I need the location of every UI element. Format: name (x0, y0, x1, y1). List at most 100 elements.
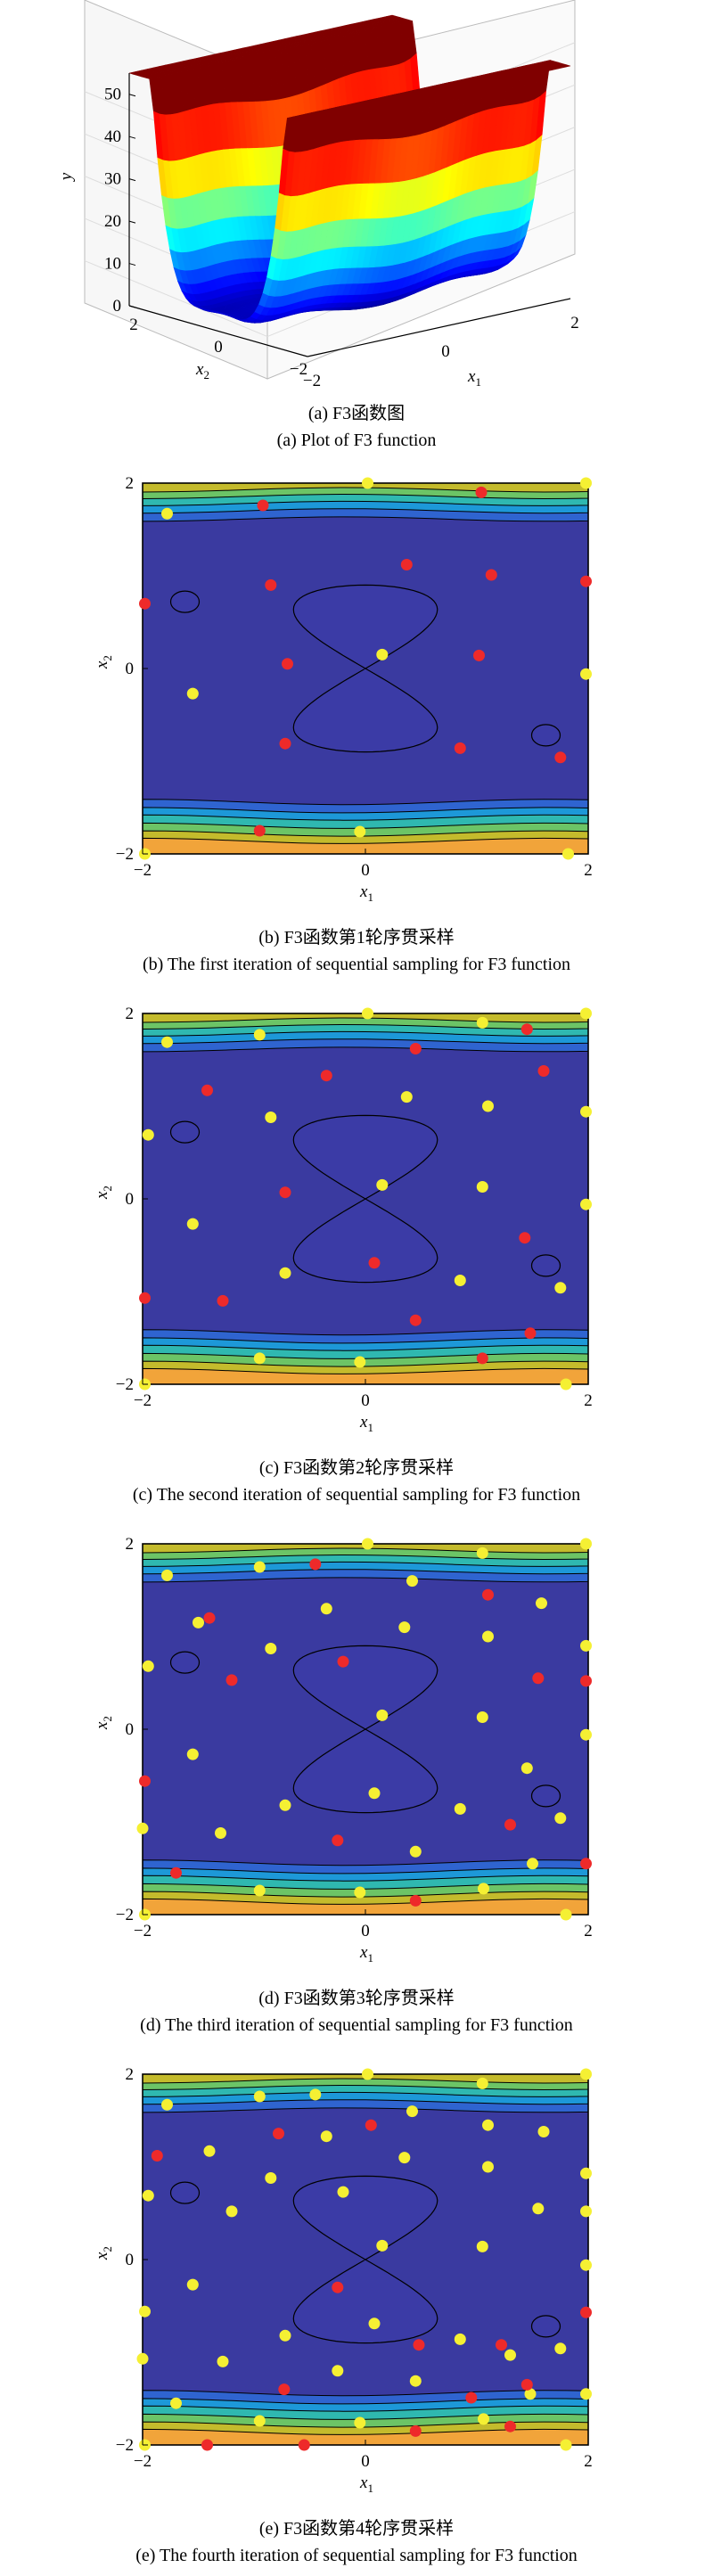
new-sample-point (201, 2439, 213, 2451)
existing-sample-point (537, 2126, 550, 2137)
caption-e-en: (e) The fourth iteration of sequential s… (135, 2546, 578, 2565)
existing-sample-point (217, 2355, 229, 2367)
existing-sample-point (225, 2205, 238, 2218)
x2-tick-label: 2 (129, 316, 138, 334)
existing-sample-point (504, 2349, 516, 2361)
existing-sample-point (368, 2318, 381, 2330)
existing-sample-point (136, 2352, 149, 2365)
new-sample-point (476, 1352, 488, 1365)
x-axis-label: x1 (359, 2473, 373, 2495)
existing-sample-point (203, 2145, 216, 2157)
x-tick-label: 2 (584, 1391, 593, 1410)
y-tick-label: −2 (116, 2436, 134, 2455)
existing-sample-point (265, 2172, 277, 2184)
existing-sample-point (142, 1128, 154, 1141)
existing-sample-point (320, 1603, 332, 1615)
caption-c-zh: (c) F3函数第2轮序贯采样 (259, 1457, 454, 1478)
existing-sample-point (161, 1036, 173, 1048)
z-tick-label: 40 (104, 127, 121, 146)
existing-sample-point (354, 1886, 366, 1899)
existing-sample-point (580, 477, 592, 489)
z-tick-label: 20 (104, 212, 121, 231)
new-sample-point (279, 1186, 291, 1199)
existing-sample-point (554, 1812, 567, 1825)
contour-band (143, 2428, 588, 2445)
y-tick-label: 2 (126, 1535, 135, 1554)
contour-loop (530, 1784, 561, 1808)
new-sample-point (554, 751, 567, 764)
contour-loop (169, 2181, 201, 2204)
existing-sample-point (253, 1029, 266, 1041)
existing-sample-point (376, 1178, 389, 1191)
existing-sample-point (476, 2077, 488, 2089)
existing-sample-point (253, 2415, 266, 2427)
x-tick-label: −2 (134, 1922, 152, 1940)
existing-sample-point (476, 1016, 488, 1029)
y-tick-label: 0 (126, 1720, 135, 1739)
existing-sample-point (398, 1621, 411, 1634)
existing-sample-point (279, 2329, 291, 2342)
axis-edge-x2 (128, 305, 308, 357)
existing-sample-point (527, 1858, 538, 1870)
new-sample-point (580, 1858, 592, 1870)
x-tick-label: 2 (584, 2452, 593, 2471)
new-sample-point (282, 658, 293, 670)
existing-sample-point (161, 507, 173, 520)
existing-sample-point (476, 2240, 488, 2252)
x2-tick-label: 0 (214, 338, 223, 357)
existing-sample-point (279, 1267, 291, 1279)
existing-sample-point (482, 2119, 494, 2131)
x-tick-label: −2 (134, 2452, 152, 2471)
contour-loop (530, 1254, 561, 1277)
new-sample-point (580, 575, 592, 587)
existing-sample-point (400, 1091, 413, 1103)
existing-sample-point (580, 1105, 592, 1118)
y-tick-label: 0 (126, 1190, 135, 1209)
new-sample-point (485, 569, 497, 581)
existing-sample-point (161, 2098, 173, 2111)
y-tick-label: −2 (116, 1906, 134, 1924)
contour-panel-e: −2 0 2 −2 0 2 x1 x2 (e) F3函数第4轮序贯采样 (e) The fourt… (93, 2065, 593, 2565)
y-tick-label: 2 (126, 2065, 135, 2084)
existing-sample-point (139, 2305, 151, 2318)
existing-sample-point (554, 2342, 567, 2355)
caption-d-zh: (d) F3函数第3轮序贯采样 (258, 1988, 454, 2008)
existing-sample-point (482, 2161, 494, 2173)
new-sample-point (203, 1612, 216, 1624)
caption-a-en: (a) Plot of F3 function (277, 431, 437, 450)
new-sample-point (225, 1674, 238, 1686)
contour-band (143, 1367, 588, 1384)
existing-sample-point (580, 1198, 592, 1210)
y-tick-label: −2 (116, 1375, 134, 1394)
y-axis-label: x2 (93, 1716, 114, 1730)
contour-loop (530, 2315, 561, 2338)
existing-sample-point (580, 1728, 592, 1741)
existing-sample-point (398, 2152, 411, 2164)
existing-sample-point (580, 1639, 592, 1652)
z-tick (128, 220, 136, 224)
existing-sample-point (454, 1802, 466, 1815)
existing-sample-point (580, 2259, 592, 2271)
contour-panel-b: −2 0 2 −2 0 2 x1 x2 (b) F3函数第1轮序贯采样 (b) The first… (93, 474, 593, 974)
new-sample-point (279, 737, 291, 750)
new-sample-point (365, 2119, 377, 2131)
contour-band (143, 837, 588, 854)
x1-axis-label: x1 (467, 367, 481, 389)
scatter-panels: −2 0 2 −2 0 2 x1 x2 (b) F3函数第1轮序贯采样 (b) The first… (93, 474, 593, 2565)
new-sample-point (496, 2339, 507, 2351)
contour-loop (530, 724, 561, 747)
new-sample-point (368, 1257, 381, 1269)
x-tick-label: 0 (361, 1391, 370, 1410)
existing-sample-point (170, 2397, 182, 2409)
new-sample-point (273, 2128, 284, 2140)
caption-b-en: (b) The first iteration of sequential sa… (143, 955, 570, 974)
existing-sample-point (376, 2239, 389, 2252)
contour-fill (143, 1013, 588, 1384)
existing-sample-point (560, 2439, 572, 2451)
contour-loop (169, 1651, 201, 1674)
existing-sample-point (409, 1845, 422, 1858)
x-tick-label: −2 (134, 861, 152, 880)
